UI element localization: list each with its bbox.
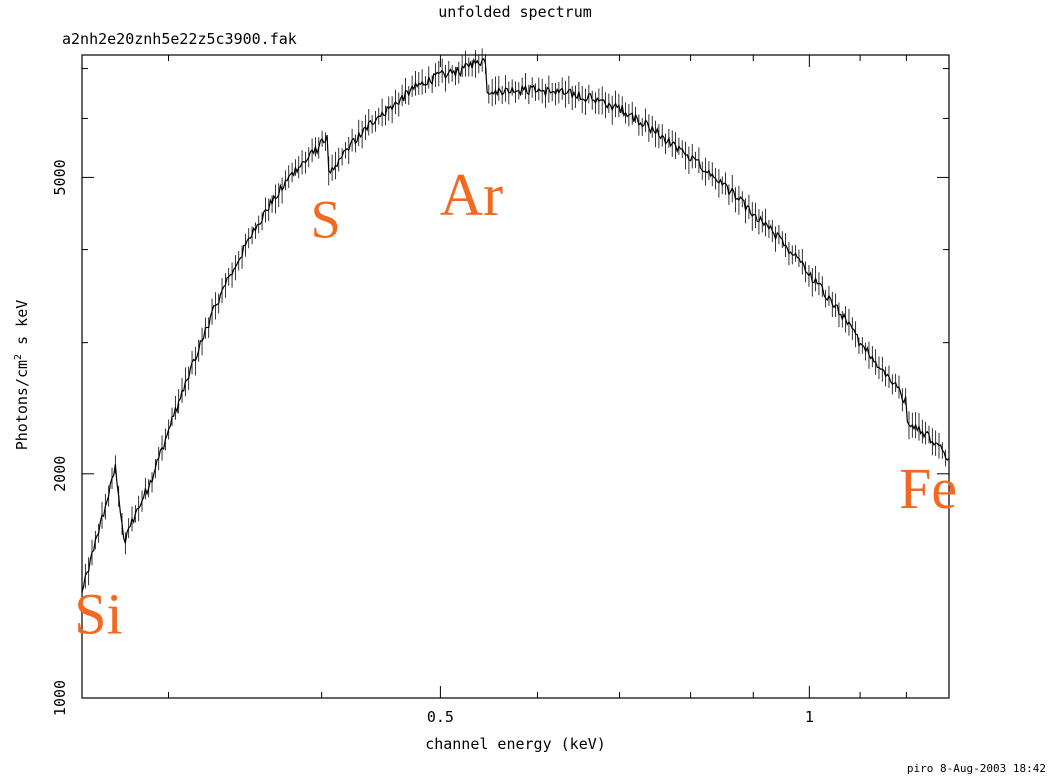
y-tick-label: 5000: [51, 159, 69, 195]
chart-title: unfolded spectrum: [438, 3, 592, 21]
annotation-fe: Fe: [899, 456, 957, 521]
y-tick-label: 1000: [51, 680, 69, 716]
annotation-s: S: [311, 190, 341, 250]
annotation-si: Si: [74, 582, 122, 647]
annotation-ar: Ar: [440, 162, 503, 228]
y-tick-label: 2000: [51, 456, 69, 492]
chart-subtitle: a2nh2e20znh5e22z5c3900.fak: [62, 30, 297, 48]
spectrum-line: [81, 57, 950, 593]
x-tick-label: 0.5: [427, 708, 454, 726]
x-axis-label: channel energy (keV): [425, 735, 606, 753]
spectrum-error-bars: [81, 48, 950, 603]
plot-frame: [81, 54, 950, 699]
footer-timestamp: piro 8-Aug-2003 18:42: [906, 762, 1046, 775]
x-tick-label: 1: [805, 708, 814, 726]
